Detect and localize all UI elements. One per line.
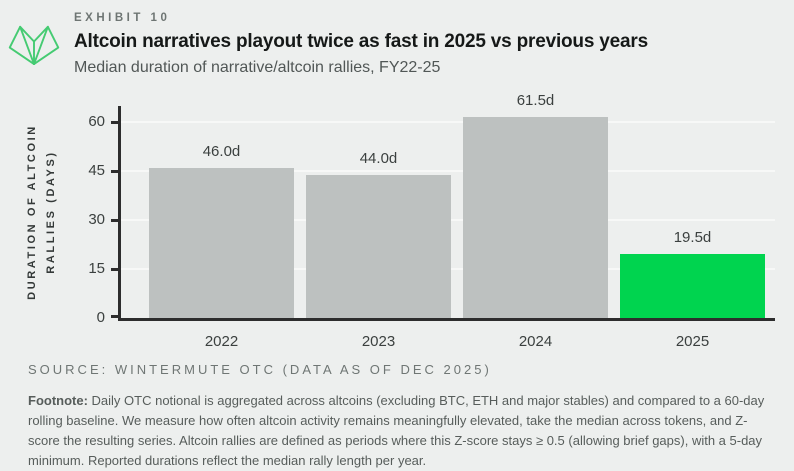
footnote-label: Footnote:	[28, 393, 88, 408]
y-tick-30	[111, 218, 118, 222]
y-tick-label-0: 0	[96, 309, 105, 326]
x-tick-label-2023: 2023	[361, 333, 396, 350]
bar-chart: DURATION OF ALTCOIN RALLIES (DAYS) 0 15 30…	[0, 92, 794, 360]
page-title: Altcoin narratives playout twice as fast…	[74, 31, 648, 52]
y-tick-60	[111, 120, 118, 124]
y-tick-45	[111, 169, 118, 173]
wintermute-logo-icon	[8, 23, 60, 67]
y-tick-15	[111, 267, 118, 271]
footnote: Footnote: Daily OTC notional is aggregat…	[28, 391, 768, 471]
y-axis-title-line2: RALLIES (DAYS)	[45, 150, 57, 274]
bar-2024	[463, 117, 608, 318]
x-tick-label-2022: 2022	[204, 333, 239, 350]
bar-2022	[149, 167, 294, 318]
bar-2025	[620, 254, 765, 318]
y-tick-label-30: 30	[88, 211, 105, 229]
y-axis-title-line1: DURATION OF ALTCOIN	[26, 124, 38, 300]
y-tick-label-45: 45	[88, 162, 105, 180]
gridline-60	[121, 121, 775, 124]
header-text: EXHIBIT 10 Altcoin narratives playout tw…	[74, 10, 648, 77]
y-tick-label-15: 15	[88, 260, 105, 278]
page-subtitle: Median duration of narrative/altcoin ral…	[74, 58, 441, 76]
plot-area: 0 15 30 45 60 46.0d 2022 44.0d 2023 61.5d 2024 19.5…	[88, 92, 775, 350]
value-label-2024: 61.5d	[516, 92, 555, 110]
value-label-2023: 44.0d	[359, 149, 398, 167]
value-label-2025: 19.5d	[673, 229, 712, 247]
source-line: SOURCE: WINTERMUTE OTC (DATA AS OF DEC 2…	[28, 362, 492, 377]
y-axis-title: DURATION OF ALTCOIN RALLIES (DAYS)	[23, 124, 61, 300]
bar-2023	[306, 174, 451, 318]
gridline-45	[121, 170, 775, 173]
footnote-text: Daily OTC notional is aggregated across …	[28, 393, 765, 468]
y-tick-0	[111, 315, 118, 318]
header: EXHIBIT 10 Altcoin narratives playout tw…	[8, 10, 648, 77]
y-tick-label-60: 60	[88, 113, 105, 131]
value-label-2022: 46.0d	[202, 142, 241, 160]
exhibit-label: EXHIBIT 10	[74, 12, 171, 24]
x-tick-label-2025: 2025	[675, 333, 710, 350]
x-tick-label-2024: 2024	[518, 333, 553, 350]
